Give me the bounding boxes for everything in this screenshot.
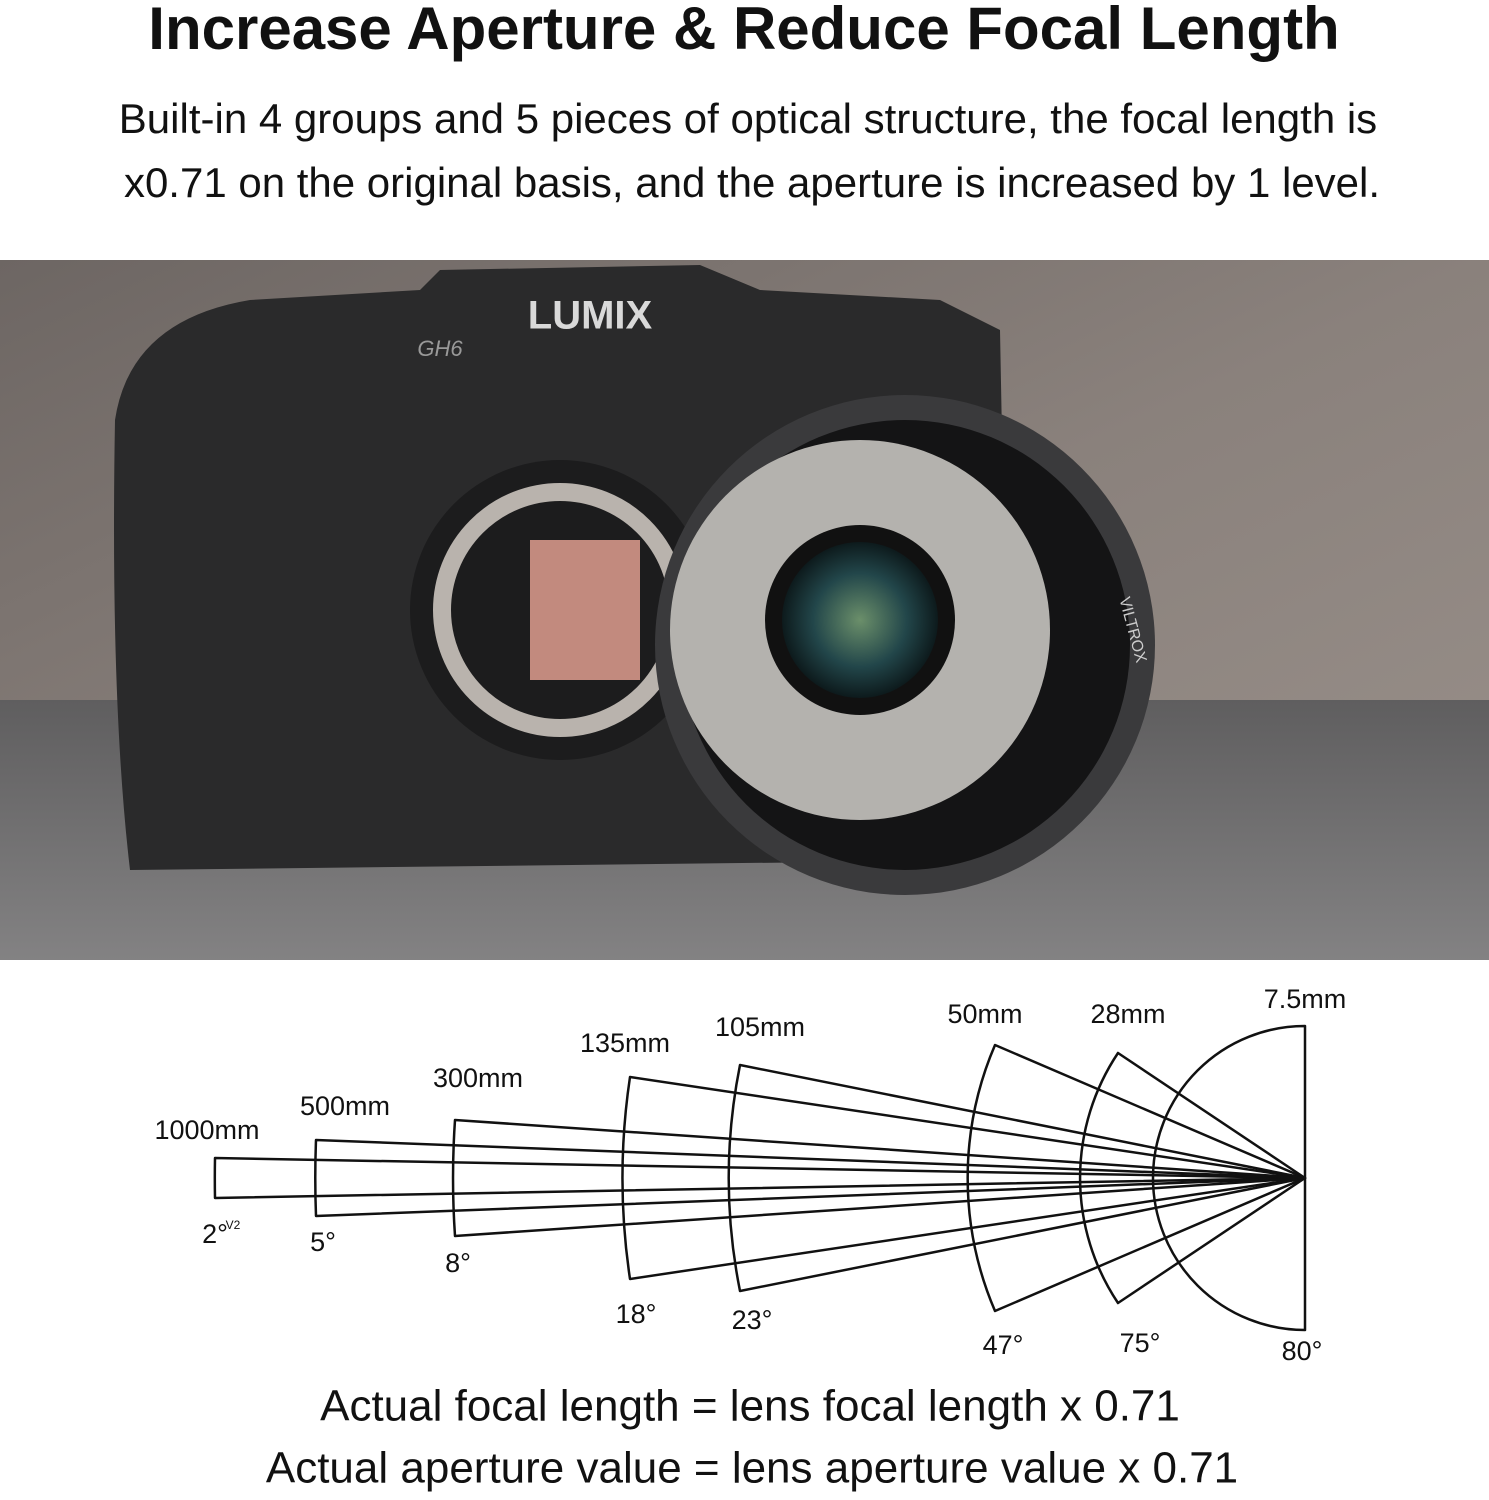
camera-model: GH6 [417, 336, 463, 361]
view-sector [727, 1063, 1307, 1293]
focal-length-label: 500mm [300, 1091, 390, 1121]
view-sector [966, 1043, 1307, 1313]
angle-label: 80° [1282, 1336, 1323, 1366]
title: Increase Aperture & Reduce Focal Length [148, 0, 1339, 62]
camera-brand: LUMIX [528, 294, 653, 338]
angle-label: 23° [732, 1305, 773, 1335]
angle-label: 75° [1120, 1328, 1161, 1358]
focal-length-label: 1000mm [154, 1115, 259, 1145]
view-sector [621, 1075, 1307, 1281]
formula: Actual focal length = lens focal length … [320, 1382, 1180, 1431]
angle-label: 18° [616, 1299, 657, 1329]
view-sector [1078, 1051, 1307, 1305]
view-sector [1151, 1024, 1307, 1332]
focal-length-label: 28mm [1090, 999, 1165, 1029]
angle-label: 8° [445, 1248, 471, 1278]
view-sector [213, 1156, 1307, 1200]
formula: Actual aperture value = lens aperture va… [266, 1444, 1238, 1493]
focal-length-label: 50mm [947, 999, 1022, 1029]
focal-length-label: 105mm [715, 1012, 805, 1042]
focal-length-label: 300mm [433, 1063, 523, 1093]
angle-label: 5° [310, 1227, 336, 1257]
view-sector [314, 1138, 1307, 1218]
version-mark: V2 [226, 1218, 241, 1232]
angle-label: 2° [202, 1219, 228, 1249]
product-photo: LUMIX GH6 VILTROX [0, 260, 1489, 960]
focal-length-label: 135mm [580, 1028, 670, 1058]
angle-of-view-diagram: 1000mm 2° 500mm 5° 300mm 8° 135mm 18° 105mm 23° 50… [154, 984, 1346, 1366]
angle-label: 47° [983, 1330, 1024, 1360]
view-sector [451, 1118, 1307, 1238]
subtitle-line: x0.71 on the original basis, and the ape… [124, 159, 1380, 206]
focal-length-label: 7.5mm [1264, 984, 1347, 1014]
subtitle-line: Built-in 4 groups and 5 pieces of optica… [119, 95, 1377, 142]
